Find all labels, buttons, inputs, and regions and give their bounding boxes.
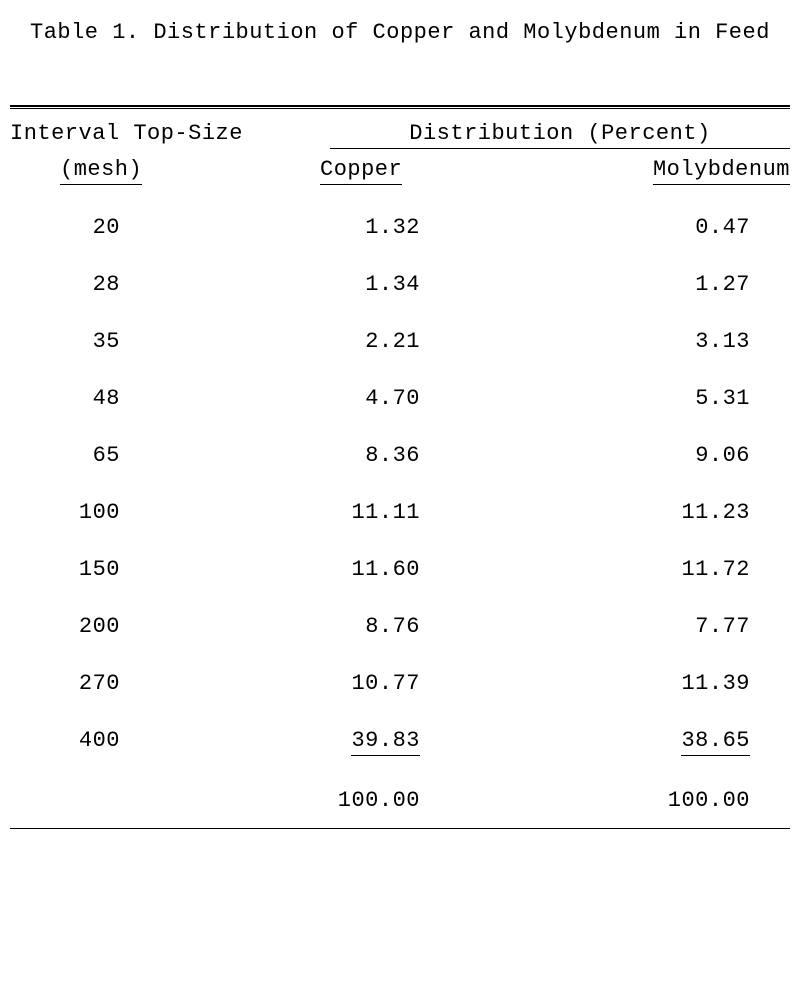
header-row-2: (mesh) Copper Molybdenum <box>10 157 790 185</box>
cell-mesh: 100 <box>10 500 290 525</box>
cell-moly: 38.65 <box>520 728 790 756</box>
cell-mesh: 270 <box>10 671 290 696</box>
cell-copper: 1.32 <box>290 215 520 240</box>
cell-moly: 11.23 <box>520 500 790 525</box>
total-row: 100.00 100.00 <box>10 788 790 813</box>
header-distribution-group: Distribution (Percent) <box>330 121 790 149</box>
header-molybdenum: Molybdenum <box>520 157 790 185</box>
cell-copper: 10.77 <box>290 671 520 696</box>
cell-moly: 5.31 <box>520 386 790 411</box>
cell-copper: 1.34 <box>290 272 520 297</box>
table-row: 48 4.70 5.31 <box>10 386 790 411</box>
table-row: 270 10.77 11.39 <box>10 671 790 696</box>
total-copper: 100.00 <box>290 788 520 813</box>
cell-mesh: 35 <box>10 329 290 354</box>
cell-copper: 39.83 <box>290 728 520 756</box>
distribution-table: Interval Top-Size Distribution (Percent)… <box>10 105 790 829</box>
cell-copper: 2.21 <box>290 329 520 354</box>
cell-mesh: 400 <box>10 728 290 756</box>
cell-copper: 4.70 <box>290 386 520 411</box>
table-row: 400 39.83 38.65 <box>10 728 790 756</box>
header-row-1: Interval Top-Size Distribution (Percent) <box>10 121 790 149</box>
cell-mesh-empty <box>10 788 290 813</box>
table-row: 20 1.32 0.47 <box>10 215 790 240</box>
table-row: 28 1.34 1.27 <box>10 272 790 297</box>
cell-copper: 8.76 <box>290 614 520 639</box>
total-moly: 100.00 <box>520 788 790 813</box>
cell-moly: 3.13 <box>520 329 790 354</box>
cell-mesh: 48 <box>10 386 290 411</box>
cell-mesh: 200 <box>10 614 290 639</box>
data-rows: 20 1.32 0.47 28 1.34 1.27 35 2.21 3.13 4… <box>10 215 790 788</box>
top-double-rule <box>10 105 790 109</box>
header-interval-topsize: Interval Top-Size <box>10 121 290 149</box>
cell-moly: 1.27 <box>520 272 790 297</box>
cell-copper: 11.60 <box>290 557 520 582</box>
cell-mesh: 65 <box>10 443 290 468</box>
cell-moly: 7.77 <box>520 614 790 639</box>
header-copper: Copper <box>290 157 520 185</box>
header-mesh: (mesh) <box>10 157 290 185</box>
table-row: 35 2.21 3.13 <box>10 329 790 354</box>
table-row: 65 8.36 9.06 <box>10 443 790 468</box>
cell-mesh: 150 <box>10 557 290 582</box>
table-title: Table 1. Distribution of Copper and Moly… <box>10 20 790 45</box>
table-row: 200 8.76 7.77 <box>10 614 790 639</box>
cell-mesh: 28 <box>10 272 290 297</box>
bottom-rule <box>10 828 790 829</box>
cell-moly: 11.39 <box>520 671 790 696</box>
table-row: 100 11.11 11.23 <box>10 500 790 525</box>
cell-moly: 11.72 <box>520 557 790 582</box>
cell-moly: 0.47 <box>520 215 790 240</box>
table-row: 150 11.60 11.72 <box>10 557 790 582</box>
cell-copper: 8.36 <box>290 443 520 468</box>
cell-moly: 9.06 <box>520 443 790 468</box>
cell-copper: 11.11 <box>290 500 520 525</box>
cell-mesh: 20 <box>10 215 290 240</box>
